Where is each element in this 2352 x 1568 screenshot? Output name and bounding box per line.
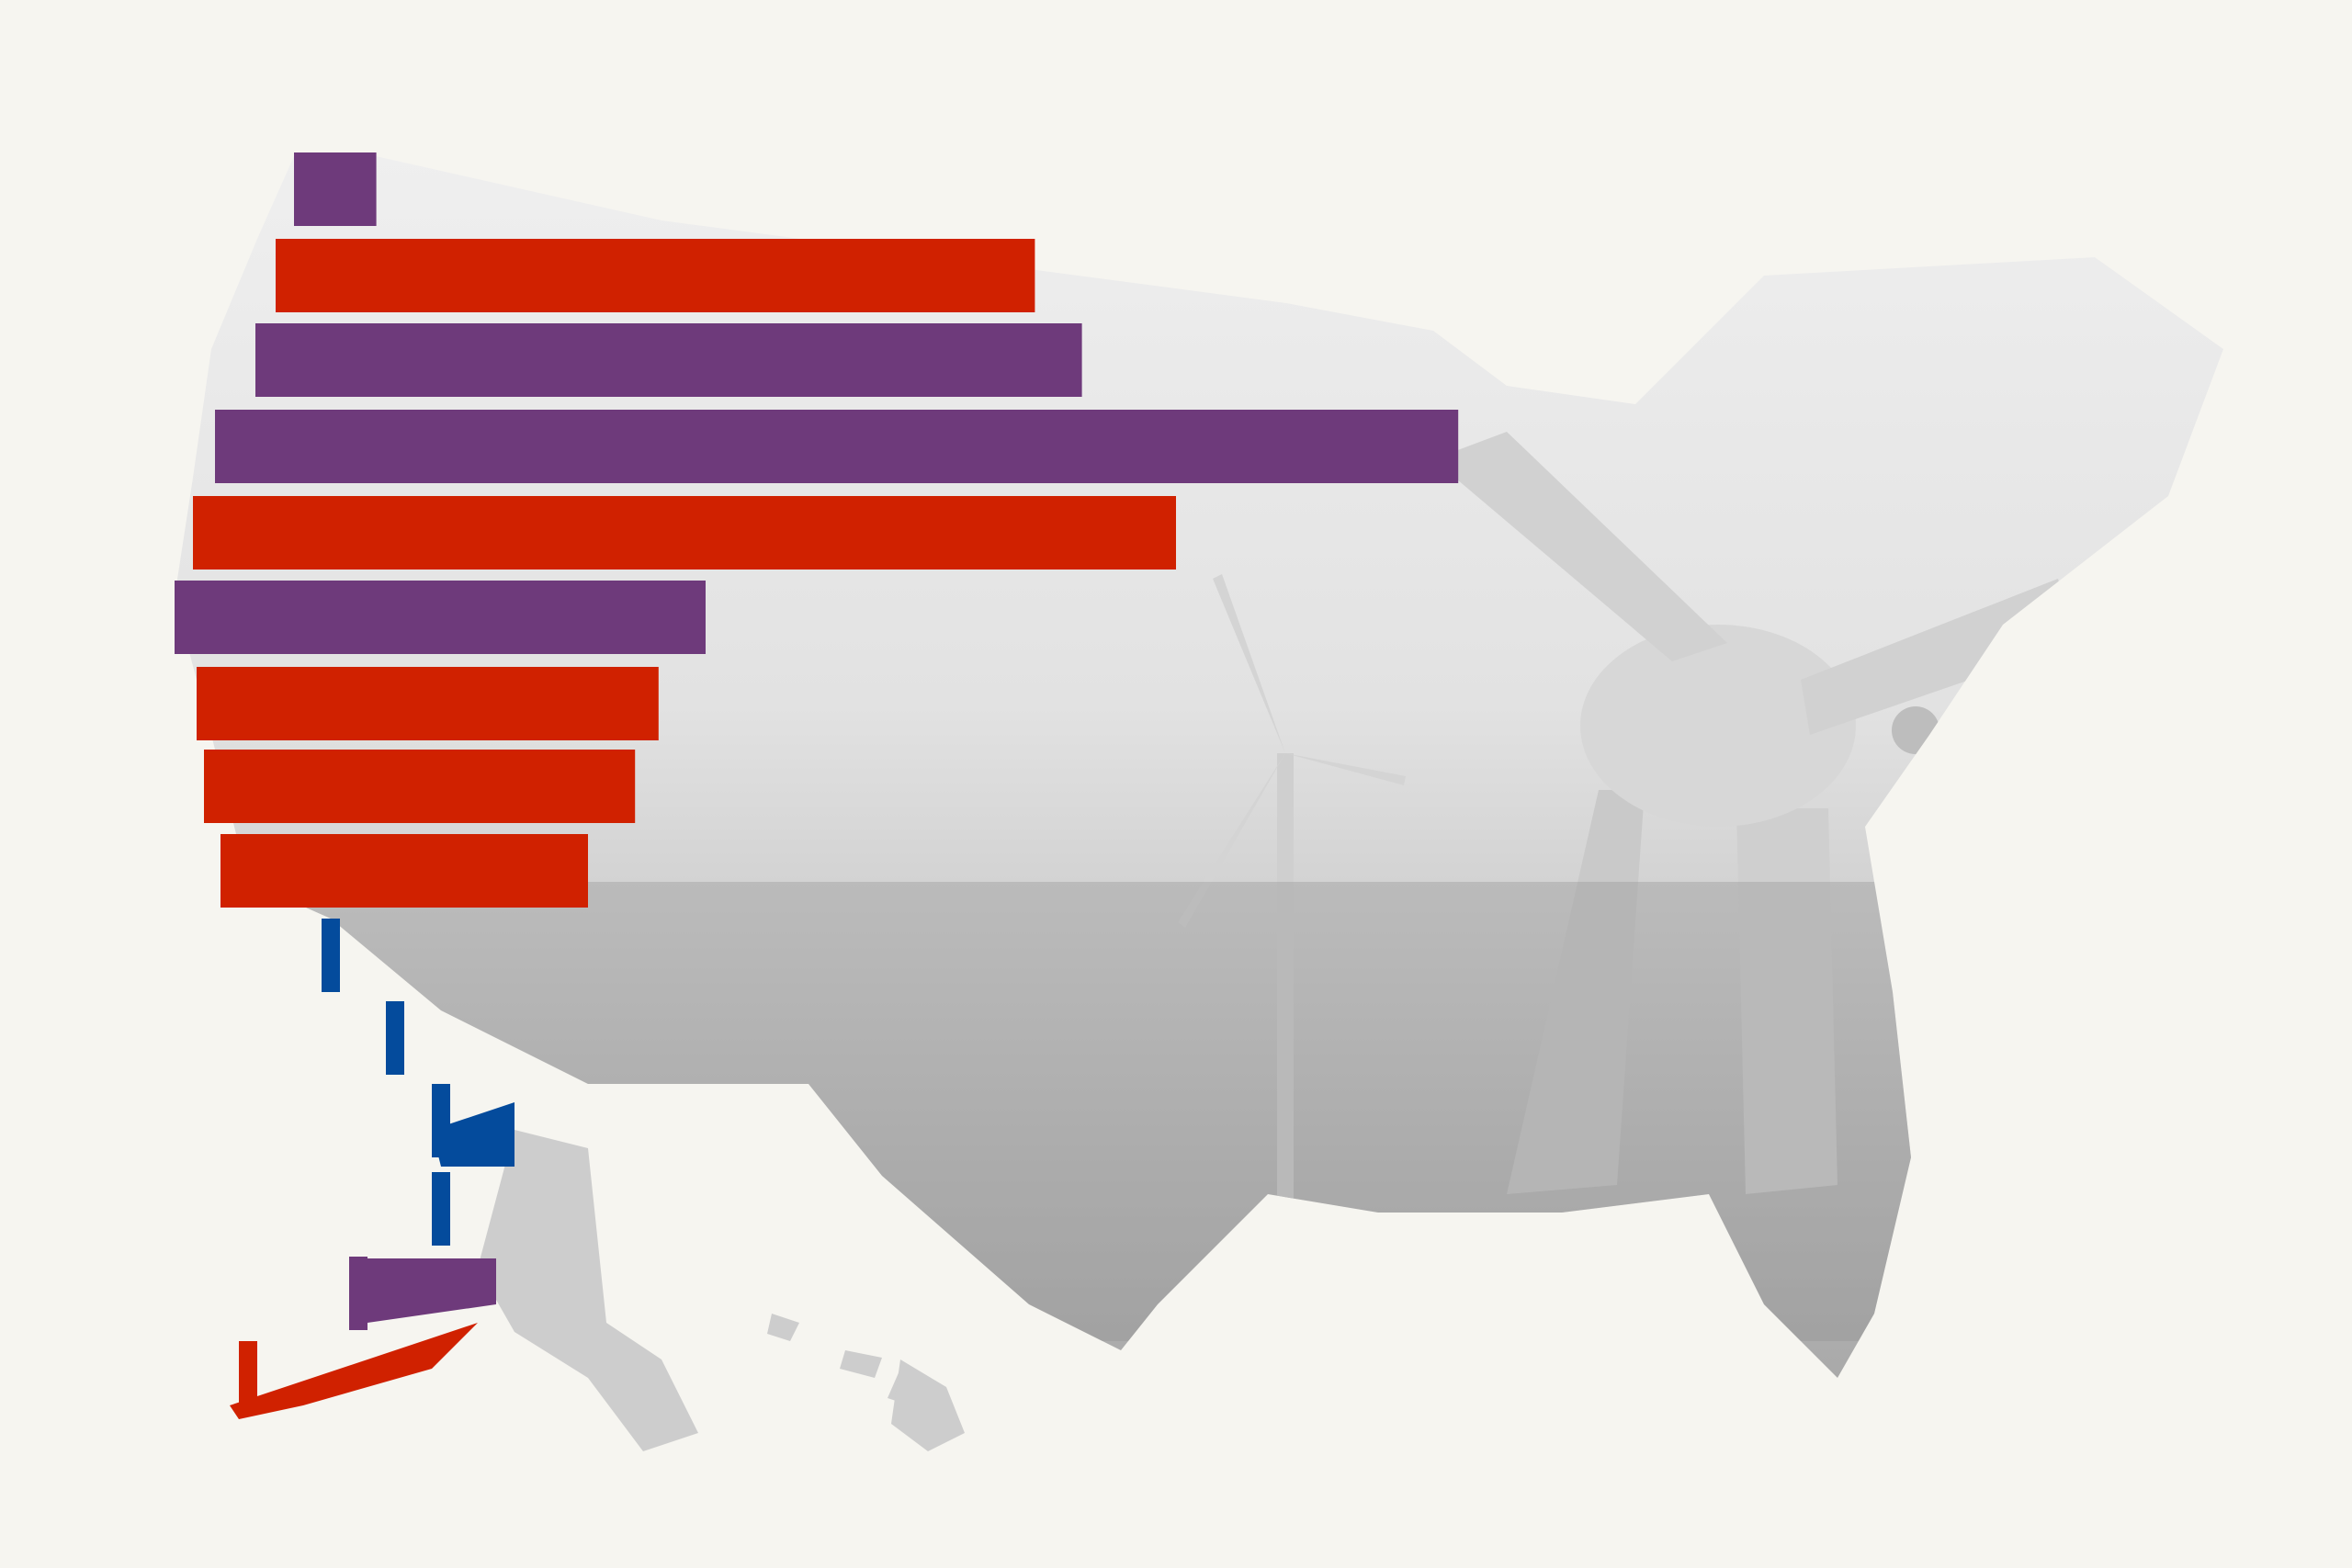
bar-5 — [193, 496, 1176, 570]
bar-6 — [175, 581, 706, 654]
bar-10 — [322, 919, 340, 992]
bar-12 — [432, 1084, 450, 1157]
bar-3 — [255, 323, 1082, 397]
bar-2 — [276, 239, 1035, 312]
bar-9 — [220, 834, 588, 908]
alaska-shape — [230, 1102, 514, 1419]
bar-15 — [239, 1341, 257, 1415]
bar-13 — [432, 1172, 450, 1246]
bar-14 — [349, 1257, 368, 1330]
bar-11 — [386, 1001, 404, 1075]
bar-8 — [204, 750, 636, 823]
bars-layer — [175, 152, 1459, 1415]
bar-1 — [294, 152, 377, 226]
bar-7 — [197, 667, 659, 740]
bar-4 — [215, 410, 1459, 483]
